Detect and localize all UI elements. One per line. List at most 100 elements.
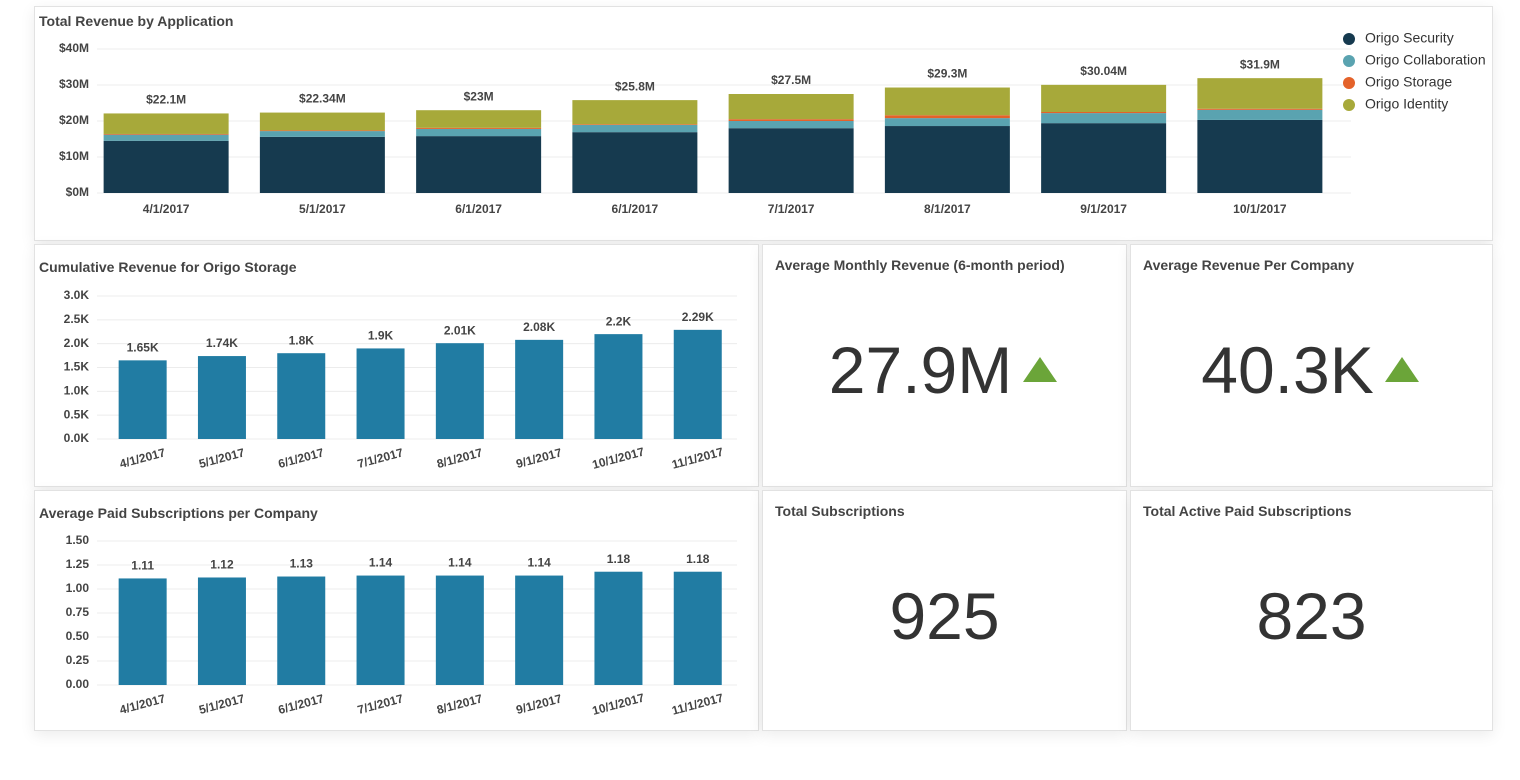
bar-segment xyxy=(1041,84,1167,112)
value-label: 1.18 xyxy=(607,552,631,566)
kpi-title: Total Subscriptions xyxy=(775,503,905,519)
value-label: 1.13 xyxy=(290,557,314,571)
bar xyxy=(356,348,405,439)
value-label: 1.65K xyxy=(127,341,159,355)
bar-segment xyxy=(103,113,229,134)
x-tick-label: 9/1/2017 xyxy=(1080,202,1127,216)
bar xyxy=(673,571,722,685)
value-label: 1.14 xyxy=(369,556,393,570)
x-tick-label: 4/1/2017 xyxy=(118,691,167,717)
bar-segment xyxy=(572,100,698,125)
kpi-tile: Average Monthly Revenue (6-month period)… xyxy=(762,244,1127,487)
y-tick-label: 3.0K xyxy=(64,288,90,302)
x-tick-label: 4/1/2017 xyxy=(118,445,167,471)
x-tick-label: 5/1/2017 xyxy=(197,445,246,471)
total-label: $22.1M xyxy=(146,93,186,107)
kpi-value: 27.9M xyxy=(828,333,1013,407)
chart: 0.00 0.25 0.50 0.75 1.00 1.25 1.50 4/1/2017 1.11… xyxy=(66,533,737,718)
x-tick-label: 6/1/2017 xyxy=(612,202,659,216)
x-tick-label: 7/1/2017 xyxy=(768,202,815,216)
total-label: $25.8M xyxy=(615,79,655,93)
x-tick-label: 5/1/2017 xyxy=(197,691,246,717)
subscriptions-panel: Average Paid Subscriptions per Company 0… xyxy=(34,490,759,731)
bar-segment xyxy=(572,124,698,133)
bar xyxy=(435,575,484,685)
bar-segment xyxy=(1197,109,1323,120)
bar xyxy=(277,576,326,685)
storage-panel: Cumulative Revenue for Origo Storage 0.0… xyxy=(34,244,759,487)
kpi-body: 823 xyxy=(1131,571,1492,661)
x-tick-label: 6/1/2017 xyxy=(455,202,502,216)
legend-swatch xyxy=(1343,99,1355,111)
value-label: 1.8K xyxy=(289,333,315,347)
bar xyxy=(197,356,246,439)
total-label: $23M xyxy=(464,89,494,103)
bar-segment xyxy=(259,112,385,131)
x-tick-label: 5/1/2017 xyxy=(299,202,346,216)
y-tick-label: 0.75 xyxy=(66,605,90,619)
y-tick-label: $30M xyxy=(59,77,89,91)
x-tick-label: 8/1/2017 xyxy=(435,691,484,717)
x-tick-label: 9/1/2017 xyxy=(515,691,564,717)
trend-arrow xyxy=(1023,357,1058,382)
x-tick-label: 8/1/2017 xyxy=(435,445,484,471)
kpi-value: 40.3K xyxy=(1201,333,1374,407)
bar-segment xyxy=(259,131,385,137)
bar xyxy=(356,575,405,685)
bar-segment xyxy=(1197,78,1323,109)
chart-title: Total Revenue by Application xyxy=(39,13,234,29)
bar-segment xyxy=(728,128,854,193)
kpi-value: 925 xyxy=(889,579,1000,653)
chart-title: Cumulative Revenue for Origo Storage xyxy=(39,259,297,275)
bar-segment xyxy=(728,121,854,129)
kpi-title: Total Active Paid Subscriptions xyxy=(1143,503,1352,519)
bar-segment xyxy=(1041,113,1167,124)
bar-segment xyxy=(416,110,542,128)
chart-title: Average Paid Subscriptions per Company xyxy=(39,505,318,521)
trend-icon xyxy=(1023,357,1058,382)
bar-segment xyxy=(572,124,698,125)
bar xyxy=(515,575,564,685)
y-tick-label: 1.00 xyxy=(66,581,90,595)
bar xyxy=(277,353,326,439)
bar-segment xyxy=(728,94,854,120)
bar-segment xyxy=(884,118,1010,127)
y-tick-label: 0.25 xyxy=(66,653,90,667)
x-tick-label: 6/1/2017 xyxy=(277,691,326,717)
y-tick-label: 2.5K xyxy=(64,312,90,326)
trend-arrow xyxy=(1384,357,1419,382)
bar xyxy=(118,360,167,439)
value-label: 1.14 xyxy=(527,556,551,570)
value-label: 1.74K xyxy=(206,336,238,350)
x-tick-label: 7/1/2017 xyxy=(356,445,405,471)
bar xyxy=(118,578,167,685)
kpi-tile: Average Revenue Per Company 40.3K xyxy=(1130,244,1493,487)
bar-segment xyxy=(259,136,385,193)
value-label: 2.08K xyxy=(523,320,555,334)
y-tick-label: 0.00 xyxy=(66,677,90,691)
bar xyxy=(673,329,722,439)
y-tick-label: 1.5K xyxy=(64,360,90,374)
bar-segment xyxy=(103,140,229,193)
bar-segment xyxy=(1041,123,1167,193)
bar-segment xyxy=(416,136,542,193)
chart: 0.0K 0.5K 1.0K 1.5K 2.0K 2.5K 3.0K 4/1/2017 1.65… xyxy=(64,288,737,472)
x-tick-label: 10/1/2017 xyxy=(1233,202,1287,216)
bar-segment xyxy=(1197,119,1323,193)
revenue-panel: Total Revenue by Application $0M $10M $20M… xyxy=(34,6,1493,241)
y-tick-label: 1.0K xyxy=(64,384,90,398)
legend-label: Origo Identity xyxy=(1365,96,1448,112)
x-tick-label: 4/1/2017 xyxy=(143,202,190,216)
bar xyxy=(197,577,246,685)
bar-segment xyxy=(572,132,698,193)
bar xyxy=(515,339,564,439)
bar-segment xyxy=(416,127,542,129)
kpi-title: Average Revenue Per Company xyxy=(1143,257,1355,273)
bar-segment xyxy=(103,133,229,135)
kpi-body: 40.3K xyxy=(1131,325,1492,415)
y-tick-label: $20M xyxy=(59,113,89,127)
x-tick-label: 9/1/2017 xyxy=(515,445,564,471)
bar-segment xyxy=(259,130,385,132)
kpi-body: 27.9M xyxy=(763,325,1126,415)
